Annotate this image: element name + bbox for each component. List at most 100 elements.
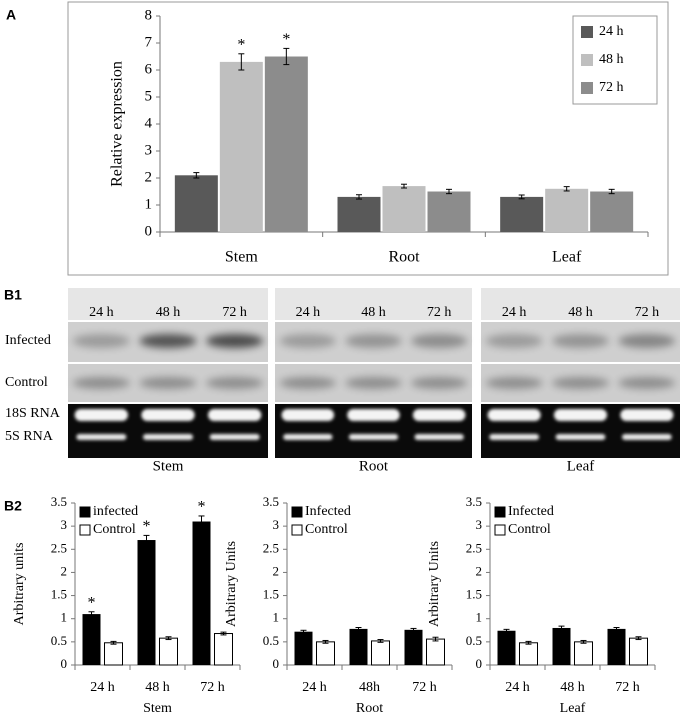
y-tick-label: 0 <box>145 223 153 239</box>
bar <box>294 631 313 665</box>
band <box>552 377 609 389</box>
annotation: * <box>198 499 206 516</box>
y-axis-label: Arbitrary units <box>12 543 27 626</box>
y-tick-label: 0.5 <box>263 633 279 648</box>
error-bar <box>432 636 439 642</box>
legend-swatch <box>291 524 303 536</box>
bar <box>590 191 634 232</box>
bar <box>382 186 426 232</box>
bar <box>426 638 445 666</box>
x-tick-label: Stem <box>225 249 258 266</box>
row-label: Control <box>5 375 48 390</box>
blot-header <box>275 288 472 320</box>
legend-swatch <box>581 82 593 94</box>
error-bar <box>165 636 172 641</box>
band <box>618 377 676 389</box>
bar <box>371 640 390 666</box>
rna-band <box>553 409 608 421</box>
y-tick-label: 4 <box>145 115 153 131</box>
y-tick-label: 3 <box>145 142 153 158</box>
y-tick-label: 2 <box>476 563 483 578</box>
tissue-label: Stem <box>153 458 184 474</box>
error-bar <box>377 639 384 643</box>
rna-band <box>208 409 262 421</box>
bar <box>607 628 626 665</box>
rna-band <box>414 434 464 440</box>
x-tick-label: 48 h <box>560 680 585 695</box>
blot-header <box>68 288 268 320</box>
bar <box>574 641 593 666</box>
bar <box>104 642 123 666</box>
y-tick-label: 2 <box>145 169 153 185</box>
error-bar <box>355 627 362 631</box>
row-label: Infected <box>5 333 51 348</box>
bar <box>349 628 368 665</box>
bar <box>545 188 589 232</box>
row-label: 18S RNA <box>5 406 61 421</box>
band <box>411 377 468 389</box>
y-tick-label: 1 <box>273 610 280 625</box>
band <box>279 377 336 389</box>
y-tick-label: 3 <box>61 517 68 532</box>
error-bar <box>558 625 565 631</box>
y-tick-label: 2.5 <box>263 540 279 555</box>
x-tick-label: Root <box>388 249 420 266</box>
y-tick-label: 0.5 <box>51 633 67 648</box>
bar <box>552 627 571 665</box>
band <box>139 334 197 348</box>
x-axis-label: Root <box>356 701 383 716</box>
error-bar <box>220 631 227 636</box>
panel-label: B2 <box>4 498 22 514</box>
rna-band <box>620 409 674 421</box>
lane-label: 48 h <box>156 305 181 320</box>
legend-swatch <box>494 506 506 518</box>
error-bar <box>563 186 570 192</box>
panel-label: B1 <box>4 287 22 303</box>
bar <box>159 637 178 666</box>
rna-band <box>412 409 466 421</box>
band <box>552 334 609 348</box>
x-tick-label: 24 h <box>302 680 327 695</box>
error-bar <box>300 629 307 634</box>
y-axis-label: Relative expression <box>109 61 126 187</box>
error-bar <box>613 627 620 631</box>
rna-band <box>489 434 540 440</box>
legend-swatch <box>79 524 91 536</box>
band <box>206 377 264 389</box>
band <box>206 334 264 348</box>
y-tick-label: 3.5 <box>466 494 482 509</box>
legend-swatch <box>291 506 303 518</box>
band <box>618 334 676 348</box>
error-bar <box>283 47 290 66</box>
y-tick-label: 7 <box>145 34 153 50</box>
bar <box>82 614 101 665</box>
error-bar <box>410 627 417 632</box>
x-tick-label: 72 h <box>412 680 437 695</box>
band <box>72 377 130 389</box>
rna-band <box>555 434 606 440</box>
error-bar <box>608 188 615 195</box>
band <box>279 334 336 348</box>
legend-label: Infected <box>508 504 554 519</box>
y-axis-label: Arbitrary Units <box>224 541 239 627</box>
bar <box>316 641 335 666</box>
rna-band <box>621 434 672 440</box>
y-tick-label: 1.5 <box>466 587 482 602</box>
y-tick-label: 3.5 <box>51 494 67 509</box>
bar <box>219 61 263 233</box>
band <box>345 334 402 348</box>
y-tick-label: 1 <box>145 196 153 212</box>
band <box>485 377 543 389</box>
y-tick-label: 0 <box>476 656 483 671</box>
x-axis-label: Leaf <box>560 701 586 716</box>
legend-swatch <box>494 524 506 536</box>
y-tick-label: 5 <box>145 88 153 104</box>
rna-band <box>76 434 127 440</box>
y-tick-label: 2 <box>273 563 280 578</box>
y-tick-label: 2.5 <box>466 540 482 555</box>
tissue-label: Leaf <box>567 458 594 474</box>
bar <box>519 642 538 666</box>
legend-label: 48 h <box>599 52 624 67</box>
rna-band <box>283 434 333 440</box>
legend-label: Control <box>508 522 551 537</box>
